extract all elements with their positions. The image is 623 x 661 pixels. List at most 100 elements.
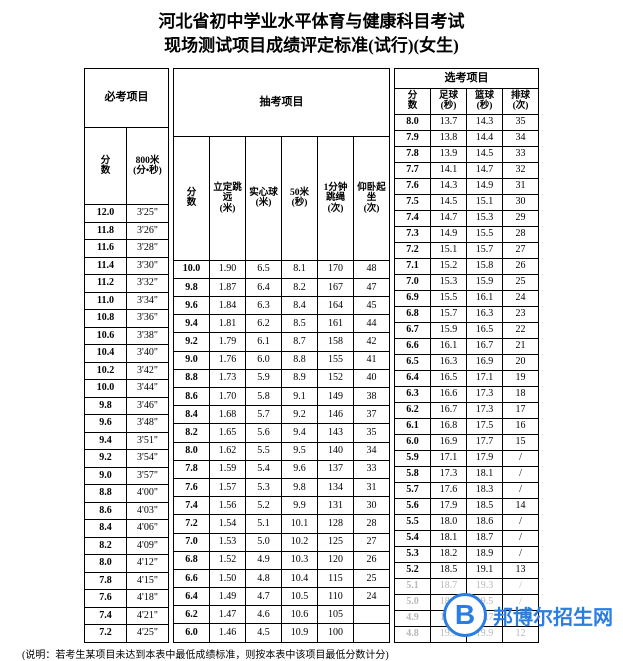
table-cell: 19.1 — [467, 562, 503, 578]
table-row: 8.24'09" — [85, 537, 169, 555]
table-cell: 170 — [318, 260, 354, 278]
table-cell: 110 — [318, 588, 354, 606]
draw-table: 抽考项目分数立定跳远(米)实心球(米)50米(秒)1分钟跳绳(次)仰卧起坐(次)… — [173, 68, 390, 643]
table-cell: 6.6 — [395, 338, 431, 354]
table-row: 7.115.215.826 — [395, 258, 539, 274]
table-cell: 5.9 — [395, 450, 431, 466]
table-row: 6.915.516.124 — [395, 290, 539, 306]
table-cell: 5.2 — [246, 497, 282, 515]
table-row: 11.83'26" — [85, 222, 169, 240]
table-cell: 14.3 — [467, 114, 503, 130]
table-cell: 4.8 — [395, 626, 431, 642]
table-row: 6.01.464.510.9100 — [174, 624, 390, 642]
table-cell: 15.1 — [431, 242, 467, 258]
table-cell: 47 — [354, 278, 390, 296]
table-cell: 5.9 — [246, 369, 282, 387]
table-cell: 7.6 — [85, 590, 127, 608]
table-cell: 8.8 — [282, 351, 318, 369]
table-cell: 13.9 — [431, 146, 467, 162]
table-cell: 5.8 — [395, 466, 431, 482]
table-row: 9.21.796.18.715842 — [174, 333, 390, 351]
column-header: 排球(次) — [503, 88, 539, 114]
table-cell: 26 — [354, 551, 390, 569]
table-cell: 1.90 — [210, 260, 246, 278]
table-row: 9.03'57" — [85, 467, 169, 485]
table-cell: 3'34" — [127, 292, 169, 310]
table-row: 7.81.595.49.613733 — [174, 460, 390, 478]
table-cell: 19.3 — [467, 578, 503, 594]
table-row: 8.84'00" — [85, 485, 169, 503]
table-cell: 9.4 — [174, 315, 210, 333]
table-cell: 15.5 — [467, 226, 503, 242]
table-cell: 6.0 — [174, 624, 210, 642]
table-cell: 9.4 — [85, 432, 127, 450]
table-cell: 8.2 — [85, 537, 127, 555]
table-row: 6.316.617.318 — [395, 386, 539, 402]
table-cell: 3'42" — [127, 362, 169, 380]
table-cell: 18.7 — [467, 530, 503, 546]
table-cell: 4'06" — [127, 520, 169, 538]
table-cell: 7.2 — [174, 515, 210, 533]
table-cell: 6.0 — [246, 351, 282, 369]
table-row: 5.318.218.9/ — [395, 546, 539, 562]
table-cell: 18.3 — [467, 482, 503, 498]
table-cell: 167 — [318, 278, 354, 296]
required-table: 必考项目分数800米(分•秒)12.03'25"11.83'26"11.63'2… — [84, 68, 169, 643]
table-cell: 6.2 — [395, 402, 431, 418]
table-cell: 100 — [318, 624, 354, 642]
table-cell: 37 — [354, 406, 390, 424]
table-row: 6.61.504.810.411525 — [174, 569, 390, 587]
table-cell: 14 — [503, 498, 539, 514]
table-cell: 6.4 — [246, 278, 282, 296]
table-cell: 26 — [503, 258, 539, 274]
table-cell: 8.2 — [174, 424, 210, 442]
table-row: 6.016.917.715 — [395, 434, 539, 450]
table-cell: 15.2 — [431, 258, 467, 274]
table-cell: 33 — [354, 460, 390, 478]
table-cell: 17.6 — [431, 482, 467, 498]
table-cell: 10.5 — [282, 588, 318, 606]
table-cell: 7.4 — [174, 497, 210, 515]
page-title: 河北省初中学业水平体育与健康科目考试 现场测试项目成绩评定标准(试行)(女生) — [0, 0, 623, 60]
table-cell: 14.5 — [467, 146, 503, 162]
table-cell: 3'40" — [127, 345, 169, 363]
table-cell: 14.7 — [467, 162, 503, 178]
table-cell: 4'15" — [127, 572, 169, 590]
table-row: 11.43'30" — [85, 257, 169, 275]
table-cell: 155 — [318, 351, 354, 369]
table-cell: 1.84 — [210, 297, 246, 315]
table-cell: 17.5 — [467, 418, 503, 434]
table-cell: 6.3 — [246, 297, 282, 315]
table-row: 7.614.314.931 — [395, 178, 539, 194]
table-cell: 10.8 — [85, 310, 127, 328]
table-cell: 16 — [503, 418, 539, 434]
table-cell: 15.9 — [467, 274, 503, 290]
table-cell: 9.0 — [85, 467, 127, 485]
table-cell: / — [503, 578, 539, 594]
table-cell: 16.3 — [431, 354, 467, 370]
watermark: B 邦博尔招生网 — [443, 593, 613, 637]
table-cell: / — [503, 546, 539, 562]
table-cell: 31 — [354, 478, 390, 496]
table-cell: 9.1 — [282, 388, 318, 406]
table-cell: 7.0 — [395, 274, 431, 290]
table-row: 7.24'25" — [85, 625, 169, 643]
column-header: 1分钟跳绳(次) — [318, 137, 354, 260]
table-row: 9.61.846.38.416445 — [174, 297, 390, 315]
table-cell: 16.7 — [431, 402, 467, 418]
table-cell: 5.4 — [395, 530, 431, 546]
table-cell: 6.9 — [395, 290, 431, 306]
table-cell: 7.8 — [395, 146, 431, 162]
table-cell: 15 — [503, 434, 539, 450]
table-cell: 34 — [503, 130, 539, 146]
table-row: 9.81.876.48.216747 — [174, 278, 390, 296]
table-row: 11.63'28" — [85, 240, 169, 258]
table-cell: 7.2 — [395, 242, 431, 258]
table-cell: 1.87 — [210, 278, 246, 296]
table-cell: 17.3 — [467, 386, 503, 402]
watermark-text: 邦博尔招生网 — [493, 601, 613, 630]
table-cell: 42 — [354, 333, 390, 351]
table-cell: 149 — [318, 388, 354, 406]
table-cell: 5.1 — [395, 578, 431, 594]
table-cell: 17.1 — [467, 370, 503, 386]
